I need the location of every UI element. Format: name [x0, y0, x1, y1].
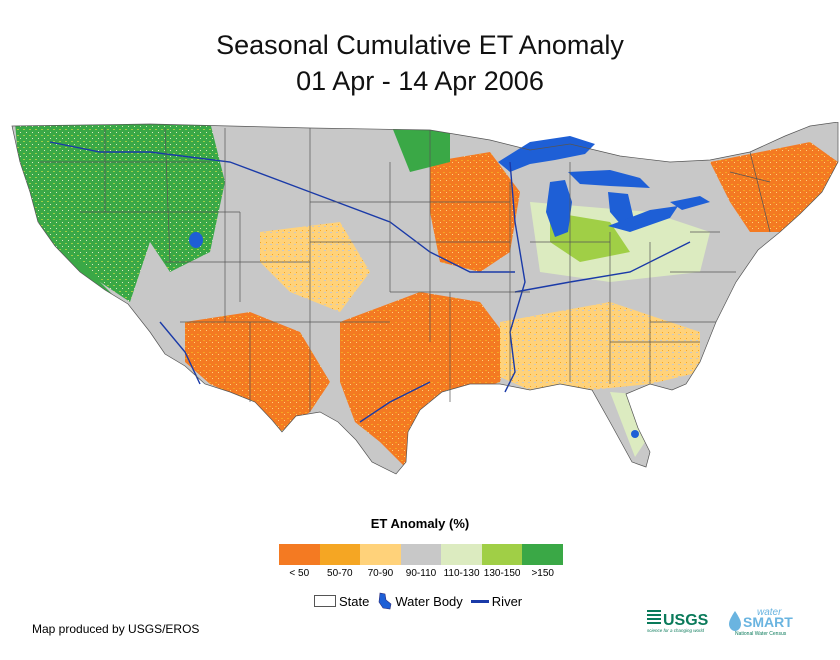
water-legend-item: Water Body — [377, 592, 463, 610]
legend-swatch — [360, 544, 401, 565]
great-lakes — [189, 136, 710, 438]
water-body-icon — [379, 592, 392, 610]
water-body-label: Water Body — [395, 593, 463, 609]
map-title: Seasonal Cumulative ET Anomaly — [216, 30, 624, 60]
legend-class-label: >150 — [531, 568, 554, 579]
usgs-watersmart-logo: USGS science for a changing world water … — [647, 607, 793, 637]
watersmart-main: SMART — [743, 614, 793, 630]
state-legend-item: State — [314, 594, 369, 609]
credit-text: Map produced by USGS/EROS — [32, 622, 200, 636]
river-legend-item: River — [470, 593, 523, 609]
legend-class-label: 90-110 — [405, 568, 437, 579]
agency-logos: USGS science for a changing world water … — [645, 605, 815, 637]
legend-swatch — [481, 544, 523, 565]
legend-class-label: 130-150 — [483, 568, 521, 579]
watersmart-top: water — [757, 607, 782, 618]
river-symbol — [470, 599, 489, 603]
state-borders — [11, 122, 839, 475]
usgs-tagline: science for a changing world — [647, 628, 705, 633]
usgs-wordmark: USGS — [663, 612, 709, 629]
anomaly-raster — [12, 122, 838, 474]
legend-swatch — [319, 544, 361, 565]
legend-class-label: 110-130 — [443, 568, 480, 579]
usgs-logo: USGS science for a changing world — [647, 610, 709, 633]
legend-swatch — [522, 544, 563, 565]
state-label: State — [339, 593, 370, 609]
watersmart-logo: water SMART National Water Census — [729, 607, 793, 637]
map-symbol-legend: State Water Body River — [314, 592, 530, 610]
river-label: River — [491, 593, 523, 609]
legend-title: ET Anomaly (%) — [370, 516, 470, 531]
legend-color-bar — [279, 544, 563, 565]
legend-swatch — [279, 544, 320, 565]
legend-class-label: < 50 — [289, 568, 310, 579]
state-symbol — [314, 595, 336, 607]
et-anomaly-map — [10, 122, 840, 484]
legend-swatch — [400, 544, 442, 565]
legend-class-label: 50-70 — [327, 568, 353, 579]
map-date-range: 01 Apr - 14 Apr 2006 — [296, 66, 544, 96]
watersmart-sub: National Water Census — [735, 631, 787, 637]
legend-swatch — [441, 544, 482, 565]
legend-class-label: 70-90 — [367, 568, 394, 579]
